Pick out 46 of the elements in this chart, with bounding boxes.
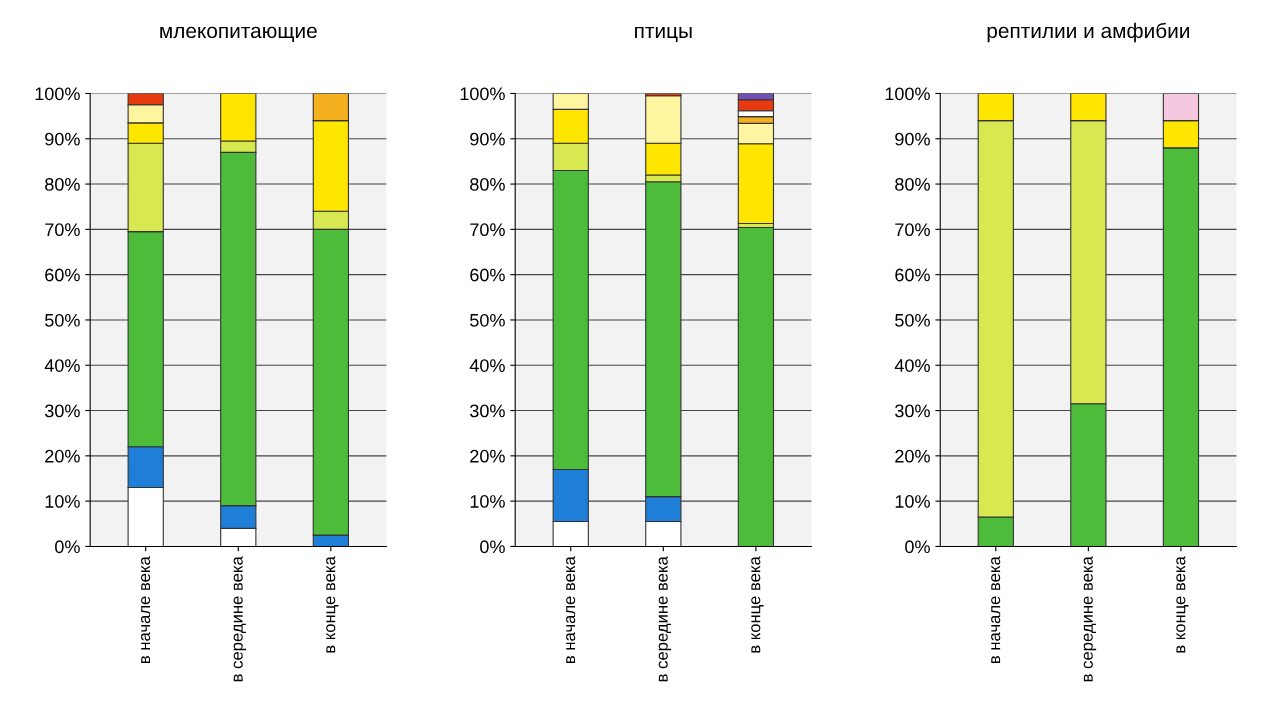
x-tick-label: в начале века [991,556,1001,664]
y-tick-label: 30% [44,404,80,418]
y-tick-label: 80% [470,178,505,191]
y-tick-label: 90% [470,132,505,146]
y-tick-label: 50% [895,313,930,327]
chart-title: рептилии и амфибии [987,22,1189,43]
y-tick-label: 100% [460,87,505,101]
x-tick-label: в начале века [566,556,576,664]
y-tick-label: 40% [894,359,930,372]
y-tick-label: 60% [45,268,80,282]
y-tick-label: 70% [45,223,80,237]
y-tick-label: 60% [895,268,930,282]
y-tick-label: 30% [895,404,930,418]
y-tick-label: 20% [895,449,930,463]
y-tick-label: 40% [44,359,80,372]
y-tick-label: 80% [895,178,930,191]
y-tick-label: 60% [470,268,505,282]
y-tick-label: 0% [480,540,505,554]
x-tick-label: в середине века [233,556,247,682]
y-tick-label: 30% [470,404,505,418]
y-tick-label: 50% [470,313,505,327]
x-tick-label: в середине века [1083,556,1097,682]
y-tick-label: 100% [885,87,930,101]
bar [737,226,775,547]
y-tick-label: 50% [45,313,80,327]
x-tick-label: в середине века [658,556,672,682]
y-tick-label: 90% [45,132,80,146]
y-tick-label: 90% [895,132,930,146]
y-tick-label: 70% [470,223,505,237]
y-tick-label: 80% [45,178,80,191]
chart-title: птицы [635,26,692,43]
chart-title: млекопитающие [160,26,317,43]
y-tick-label: 70% [895,223,930,237]
y-tick-label: 40% [469,359,505,372]
y-tick-label: 0% [55,540,80,554]
x-tick-label: в конце века [326,556,339,653]
y-tick-label: 10% [470,495,505,508]
x-tick-label: в конце века [1176,556,1189,653]
y-tick-label: 20% [470,449,505,463]
y-tick-label: 20% [45,449,80,463]
y-tick-label: 10% [45,495,80,508]
y-tick-label: 100% [35,87,80,101]
y-tick-label: 10% [895,495,930,508]
y-tick-label: 0% [905,540,930,554]
x-tick-label: в конце века [751,556,764,653]
x-tick-label: в начале века [141,556,151,664]
